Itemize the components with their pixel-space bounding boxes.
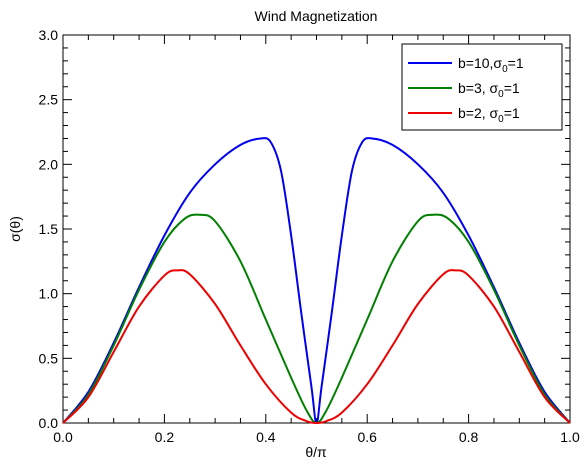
y-tick-label: 3.0 <box>39 27 59 43</box>
legend-label: b=10,σ0=1 <box>458 55 524 75</box>
axes: 0.0 0.2 0.4 0.6 0.8 1.0 0.0 0.5 1.0 1.5 2.0 2.5 3.0 <box>39 27 580 445</box>
x-axis-label: θ/π <box>305 444 327 460</box>
y-tick-label: 1.0 <box>39 286 59 302</box>
y-tick-label: 2.0 <box>39 156 59 172</box>
x-tick-label: 0.6 <box>357 429 377 445</box>
legend-label: b=3, σ0=1 <box>458 80 520 100</box>
series-line-1 <box>62 213 571 424</box>
series-line-0 <box>62 137 571 424</box>
series-lines <box>62 137 571 424</box>
x-tick-label: 1.0 <box>560 429 580 445</box>
legend-label-subscript: 0 <box>502 64 508 75</box>
legend-label-main: b=2, σ <box>458 105 499 121</box>
legend-label-subscript: 0 <box>498 89 504 100</box>
series-line-2 <box>62 269 571 424</box>
y-tick-label: 1.5 <box>39 221 59 237</box>
y-tick-label: 0.5 <box>39 350 59 366</box>
legend-label: b=2, σ0=1 <box>458 105 520 125</box>
legend-label-suffix: =1 <box>504 80 520 96</box>
chart-title: Wind Magnetization <box>255 8 378 24</box>
legend: b=10,σ0=1b=3, σ0=1b=2, σ0=1 <box>401 43 563 131</box>
y-tick-label: 0.0 <box>39 415 59 431</box>
x-tick-label: 0.0 <box>53 429 73 445</box>
legend-label-suffix: =1 <box>504 105 520 121</box>
x-tick-label: 0.2 <box>155 429 175 445</box>
y-axis-label: σ(θ) <box>7 216 23 242</box>
legend-label-subscript: 0 <box>498 114 504 125</box>
x-tick-label: 0.4 <box>256 429 276 445</box>
legend-label-suffix: =1 <box>508 55 524 71</box>
legend-label-main: b=3, σ <box>458 80 499 96</box>
legend-label-main: b=10,σ <box>458 55 502 71</box>
x-tick-label: 0.8 <box>459 429 479 445</box>
y-tick-label: 2.5 <box>39 92 59 108</box>
